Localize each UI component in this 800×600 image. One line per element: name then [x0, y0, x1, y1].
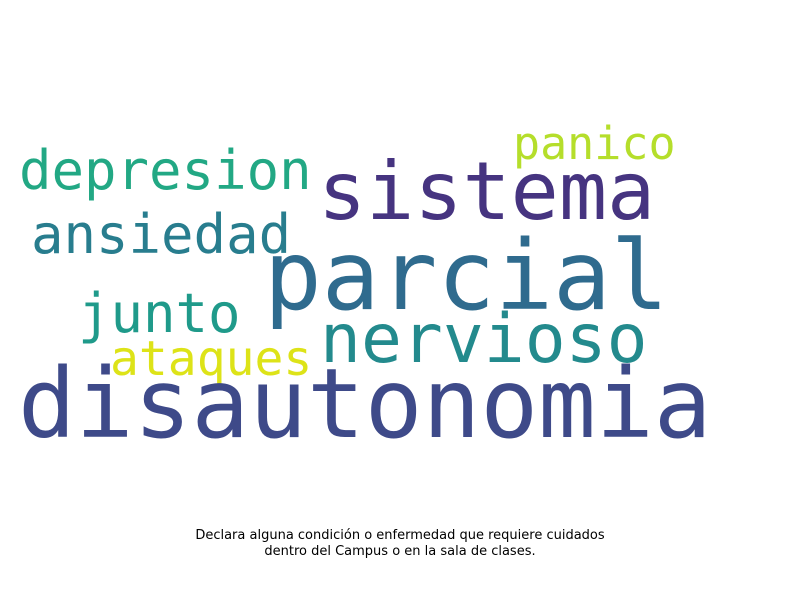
word-depresion: depresion [19, 139, 312, 202]
word-disautonomia: disautonomia [18, 348, 712, 460]
word-parcial: parcial [264, 220, 669, 332]
caption-line-1: Declara alguna condición o enfermedad qu… [195, 528, 605, 543]
word-ataques: ataques [110, 331, 313, 387]
word-nervioso: nervioso [320, 300, 648, 379]
word-ansiedad: ansiedad [31, 203, 292, 266]
caption: Declara alguna condición o enfermedad qu… [0, 528, 800, 560]
word-panico: panico [513, 117, 676, 170]
caption-line-2: dentro del Campus o en la sala de clases… [264, 544, 536, 559]
word-sistema: sistema [318, 145, 656, 238]
word-junto: junto [78, 282, 241, 345]
